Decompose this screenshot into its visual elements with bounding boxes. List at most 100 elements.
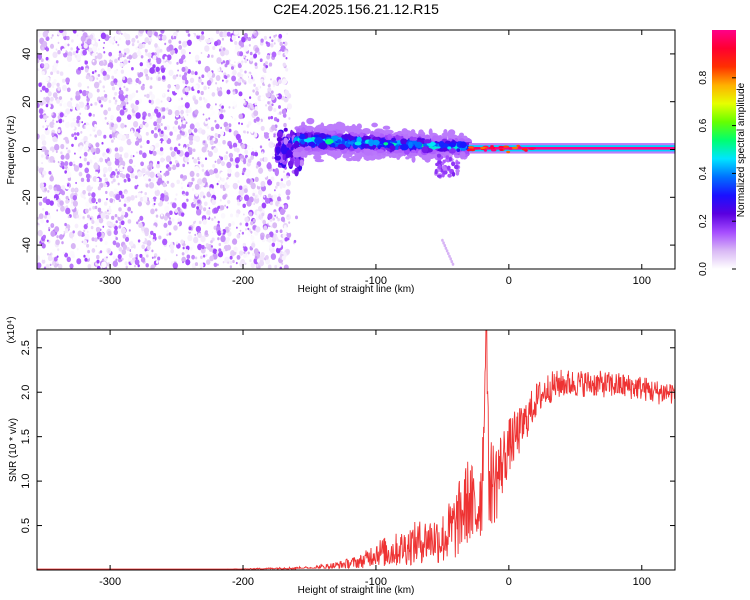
heatmap-blob [212, 248, 218, 255]
heatmap-blob [99, 80, 102, 84]
heatmap-blob [268, 141, 274, 149]
heatmap-blob [294, 140, 300, 148]
heatmap-blob [57, 161, 60, 164]
heatmap-blob [271, 51, 277, 58]
heatmap-blob [228, 128, 232, 133]
heatmap-blob [154, 43, 158, 48]
heatmap-blob [186, 39, 192, 46]
heatmap-blob [90, 103, 93, 107]
heatmap-blob [202, 177, 207, 184]
heatmap-blob [134, 168, 137, 171]
heatmap-blob [409, 136, 415, 142]
heatmap-blob [114, 99, 118, 103]
heatmap-blob [87, 249, 91, 254]
heatmap-blob [283, 122, 287, 128]
heatmap-blob [145, 263, 149, 268]
heatmap-blob [233, 30, 239, 35]
heatmap-blob [368, 139, 374, 147]
heatmap-blob [286, 103, 293, 110]
heatmap-blob [208, 169, 214, 175]
heatmap-blob [58, 234, 64, 240]
heatmap-blob [54, 226, 60, 233]
heatmap-blob [162, 238, 168, 246]
heatmap-blob [73, 30, 77, 34]
heatmap-blob [154, 189, 160, 197]
heatmap-blob [93, 129, 96, 132]
heatmap-blob [259, 158, 263, 162]
heatmap-blob [253, 83, 256, 87]
heatmap-blob [41, 71, 45, 76]
heatmap-blob [257, 85, 261, 90]
heatmap-blob [359, 132, 364, 138]
heatmap-blob [166, 233, 169, 237]
heatmap-blob [184, 79, 189, 85]
heatmap-blob [249, 96, 252, 99]
snr-x-label: Height of straight line (km) [298, 585, 415, 596]
heatmap-blob [265, 258, 271, 265]
heatmap-blob [124, 253, 129, 259]
heatmap-blob [445, 155, 450, 160]
heatmap-blob [177, 223, 180, 227]
heatmap-blob [152, 64, 156, 69]
heatmap-blob [228, 222, 232, 227]
heatmap-blob [327, 147, 336, 151]
heatmap-blob [229, 157, 234, 162]
heatmap-blob [210, 115, 214, 119]
heatmap-blob [107, 160, 112, 167]
heatmap-blob [254, 176, 259, 183]
heatmap-blob [221, 37, 225, 41]
heatmap-blob [76, 258, 82, 265]
heatmap-blob [140, 161, 144, 167]
heatmap-blob [247, 251, 250, 255]
heatmap-blob [131, 42, 135, 47]
heatmap-blob [182, 120, 186, 125]
heatmap-blob [137, 171, 143, 178]
heatmap-blob [148, 235, 152, 239]
heatmap-blob [214, 41, 219, 47]
heatmap-blob [44, 187, 47, 192]
heatmap-blob [379, 138, 386, 142]
colorbar: 0.00.20.40.60.8 Normalized spectral ampl… [698, 30, 747, 276]
heatmap-blob [256, 258, 260, 263]
heatmap-blob [226, 74, 230, 78]
heatmap-blob [75, 90, 80, 97]
heatmap-blob [104, 40, 110, 47]
heatmap-blob [130, 103, 135, 109]
heatmap-blob [91, 39, 95, 45]
heatmap-blob [205, 118, 208, 122]
heatmap-blob [222, 248, 226, 252]
heatmap-blob [66, 87, 71, 93]
heatmap-blob [201, 168, 205, 172]
heatmap-blob [259, 194, 262, 197]
heatmap-blob [173, 104, 178, 110]
heatmap-blob [423, 139, 432, 144]
heatmap-blob [228, 123, 232, 128]
heatmap-blob [273, 37, 277, 42]
heatmap-blob [162, 140, 166, 146]
heatmap-blob [99, 60, 104, 66]
heatmap-blob [157, 172, 161, 177]
heatmap-blob [75, 103, 79, 108]
heatmap-blob [314, 159, 325, 163]
heatmap-blob [166, 96, 171, 102]
heatmap-blob [89, 159, 93, 164]
heatmap-blob [102, 165, 105, 168]
heatmap-blob [451, 171, 456, 177]
heatmap-blob [279, 184, 283, 189]
heatmap-blob [115, 220, 118, 224]
heatmap-blob [213, 147, 218, 154]
heatmap-blob [180, 212, 185, 217]
heatmap-blob [215, 75, 221, 81]
heatmap-blob [58, 30, 64, 34]
heatmap-blob [125, 106, 128, 109]
heatmap-blob [213, 179, 216, 182]
heatmap-blob [176, 74, 179, 77]
heatmap-blob [75, 50, 79, 54]
heatmap-blob [49, 121, 55, 128]
heatmap-blob [72, 236, 77, 242]
x-tick-label: 100 [633, 275, 651, 287]
heatmap-blob [228, 144, 233, 149]
heatmap-blob [56, 235, 59, 239]
heatmap-blob [119, 94, 126, 102]
heatmap-blob [116, 105, 121, 111]
